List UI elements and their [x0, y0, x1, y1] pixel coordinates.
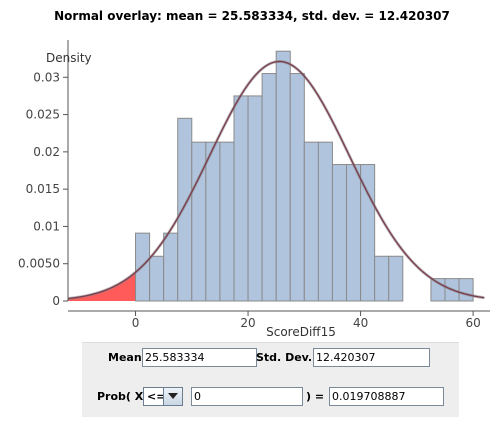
x-tick-label-2: 40	[353, 316, 368, 330]
axes: 0 20 40 60 0 0.0050 0.01 0.015 0.02 0.025 0.03	[18, 40, 490, 330]
histogram-chart: 0 20 40 60 0 0.0050 0.01 0.015 0.02 0.025 0.03 Den…	[18, 40, 490, 339]
y-tick-label-3: 0.015	[26, 182, 60, 196]
x-tick-label-3: 60	[465, 316, 480, 330]
prob-label: Prob( X	[97, 390, 144, 403]
sd-input[interactable]	[313, 348, 430, 367]
y-tick-label-5: 0.025	[26, 108, 60, 122]
histogram-bar-6	[219, 141, 235, 302]
x-tick-label-0: 0	[132, 316, 140, 330]
y-tick-label-6: 0.03	[33, 70, 60, 84]
histogram-bar-11	[289, 73, 305, 302]
sd-label: Std. Dev.:	[256, 351, 317, 364]
histogram-bar-21	[458, 278, 474, 302]
dropdown-button[interactable]	[163, 388, 182, 405]
histogram-bar-2	[163, 232, 179, 302]
histogram-bars	[135, 50, 474, 302]
histogram-bar-9	[261, 73, 277, 302]
histogram-bar-1	[149, 255, 165, 302]
histogram-bar-17	[374, 255, 390, 302]
histogram-bar-3	[177, 117, 193, 302]
shaded-region	[68, 272, 136, 301]
probability-calculator-panel: Mean: Std. Dev.: Prob( X <= ) =	[82, 342, 459, 417]
normal-curve	[67, 59, 485, 301]
x-tick-label-1: 20	[240, 316, 255, 330]
y-tick-label-4: 0.02	[33, 145, 60, 159]
normal-curve-line	[67, 60, 485, 300]
equals-label: ) =	[306, 390, 325, 403]
histogram-bar-18	[388, 255, 404, 302]
inequality-dropdown[interactable]: <=	[143, 387, 183, 406]
histogram-bar-7	[233, 95, 249, 302]
chart-title: Normal overlay: mean = 25.583334, std. d…	[54, 9, 450, 23]
y-tick-label-1: 0.0050	[18, 257, 60, 271]
probability-result[interactable]	[329, 387, 444, 406]
x-value-input[interactable]	[191, 387, 303, 406]
chevron-down-icon	[168, 393, 178, 399]
mean-label: Mean:	[108, 351, 147, 364]
histogram-bar-14	[331, 164, 348, 302]
inequality-value: <=	[147, 390, 166, 403]
histogram-bar-15	[346, 164, 362, 302]
histogram-bar-5	[205, 141, 221, 302]
y-axis-label: Density	[46, 51, 92, 65]
mean-input[interactable]	[142, 348, 257, 367]
histogram-bar-8	[247, 95, 263, 302]
y-tick-label-2: 0.01	[33, 219, 60, 233]
shaded-tail-area	[68, 272, 136, 301]
histogram-bar-10	[275, 50, 291, 302]
histogram-bar-12	[303, 141, 319, 302]
y-tick-label-0: 0	[52, 294, 60, 308]
x-axis-label: ScoreDiff15	[266, 325, 336, 339]
histogram-bar-13	[317, 141, 333, 302]
